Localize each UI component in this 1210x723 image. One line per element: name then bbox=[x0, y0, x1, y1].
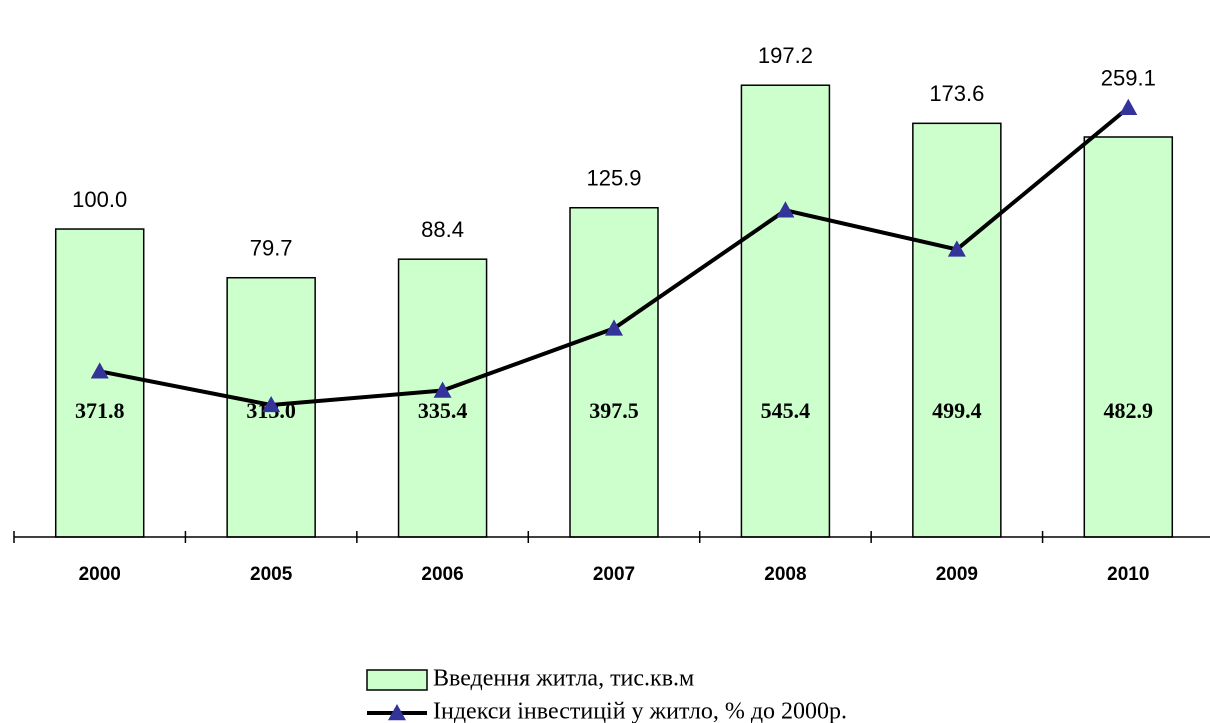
line-value-label: 259.1 bbox=[1101, 66, 1156, 91]
bar-value-label: 371.8 bbox=[75, 398, 125, 423]
legend-swatch bbox=[366, 669, 428, 691]
line-marker bbox=[1119, 98, 1138, 115]
x-tick-label: 2006 bbox=[421, 564, 463, 585]
bar bbox=[397, 258, 488, 538]
line-value-label: 79.7 bbox=[250, 236, 293, 261]
line-marker bbox=[433, 381, 452, 398]
x-tick-label: 2010 bbox=[1107, 564, 1149, 585]
x-tick-label: 2008 bbox=[764, 564, 806, 585]
line-value-label: 125.9 bbox=[586, 166, 641, 191]
bar-value-label: 397.5 bbox=[589, 398, 639, 423]
line-marker bbox=[776, 201, 795, 218]
line-value-label: 100.0 bbox=[72, 187, 127, 212]
bar-value-label: 545.4 bbox=[761, 398, 811, 423]
legend-marker bbox=[388, 704, 406, 721]
line-value-label: 197.2 bbox=[758, 43, 813, 68]
line-marker bbox=[90, 362, 109, 379]
x-tick-label: 2007 bbox=[593, 564, 635, 585]
line-value-label: 88.4 bbox=[421, 217, 464, 242]
line-value-label: 173.6 bbox=[929, 81, 984, 106]
legend-label: Введення житла, тис.кв.м bbox=[433, 666, 694, 692]
x-tick-label: 2005 bbox=[250, 564, 293, 585]
x-tick-label: 2000 bbox=[79, 564, 121, 585]
line-marker bbox=[605, 319, 623, 336]
bar bbox=[569, 206, 659, 538]
bar bbox=[912, 122, 1002, 538]
bar bbox=[54, 228, 145, 538]
bar-value-label: 482.9 bbox=[1104, 398, 1154, 423]
line-marker bbox=[947, 240, 966, 257]
x-tick-label: 2009 bbox=[936, 564, 978, 585]
bar bbox=[1083, 136, 1174, 538]
bar bbox=[740, 84, 831, 538]
bar-value-label: 335.4 bbox=[418, 398, 468, 423]
bar-value-label: 499.4 bbox=[932, 398, 982, 423]
line-marker bbox=[262, 395, 281, 413]
legend-label: Індекси інвестицій у житло, % до 2000р. bbox=[433, 699, 847, 723]
